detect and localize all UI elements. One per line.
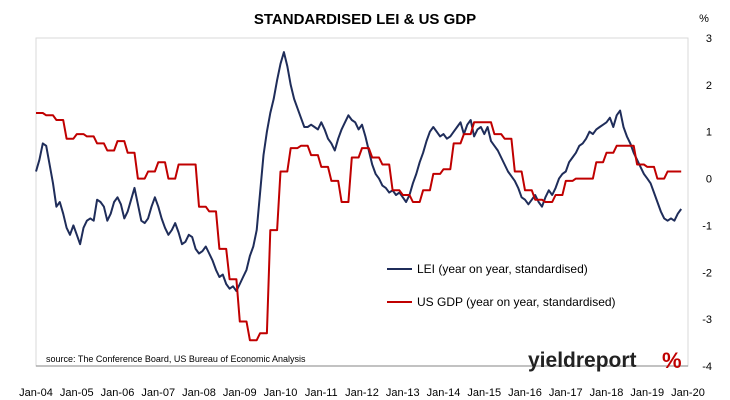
x-tick-label: Jan-19 <box>630 387 664 399</box>
x-tick-label: Jan-18 <box>590 387 624 399</box>
y-tick-label: -2 <box>702 267 712 279</box>
brand-text: yieldreport <box>528 349 637 372</box>
brand-percent-icon: % <box>662 348 682 373</box>
chart-title: STANDARDISED LEI & US GDP <box>254 11 476 28</box>
x-tick-label: Jan-11 <box>305 387 338 399</box>
legend-label-lei: LEI (year on year, standardised) <box>417 262 588 276</box>
x-tick-label: Jan-13 <box>386 387 420 399</box>
x-tick-label: Jan-08 <box>182 387 216 399</box>
x-tick-label: Jan-06 <box>101 387 135 399</box>
y-tick-label: 1 <box>706 127 712 139</box>
x-tick-label: Jan-12 <box>345 387 379 399</box>
y-axis-unit: % <box>699 13 709 25</box>
x-tick-label: Jan-07 <box>141 387 175 399</box>
series-line-gdp <box>36 112 682 342</box>
x-tick-label: Jan-15 <box>467 387 501 399</box>
y-tick-label: -4 <box>702 361 712 373</box>
series-line-lei <box>35 51 683 292</box>
source-note: source: The Conference Board, US Bureau … <box>46 354 306 364</box>
y-tick-label: -3 <box>702 314 712 326</box>
brand-logo: yieldreport % <box>528 348 682 373</box>
x-tick-label: Jan-17 <box>549 387 583 399</box>
y-tick-label: 3 <box>706 33 712 45</box>
legend: LEI (year on year, standardised) US GDP … <box>387 262 616 309</box>
x-tick-label: Jan-05 <box>60 387 94 399</box>
x-tick-label: Jan-16 <box>508 387 542 399</box>
x-tick-label: Jan-14 <box>427 387 461 399</box>
y-tick-label: -1 <box>702 220 712 232</box>
y-tick-label: 0 <box>706 174 712 186</box>
x-tick-label: Jan-04 <box>19 387 53 399</box>
legend-label-gdp: US GDP (year on year, standardised) <box>417 295 616 309</box>
x-tick-label: Jan-20 <box>671 387 705 399</box>
plot-area <box>35 37 689 367</box>
y-axis: 3 2 1 0 -1 -2 -3 -4 <box>702 33 712 373</box>
x-tick-label: Jan-10 <box>264 387 298 399</box>
series-group <box>35 51 683 342</box>
x-tick-label: Jan-09 <box>223 387 257 399</box>
y-tick-label: 2 <box>706 80 712 92</box>
x-axis: Jan-04 Jan-05 Jan-06 Jan-07 Jan-08 Jan-09 Jan-… <box>19 387 705 399</box>
